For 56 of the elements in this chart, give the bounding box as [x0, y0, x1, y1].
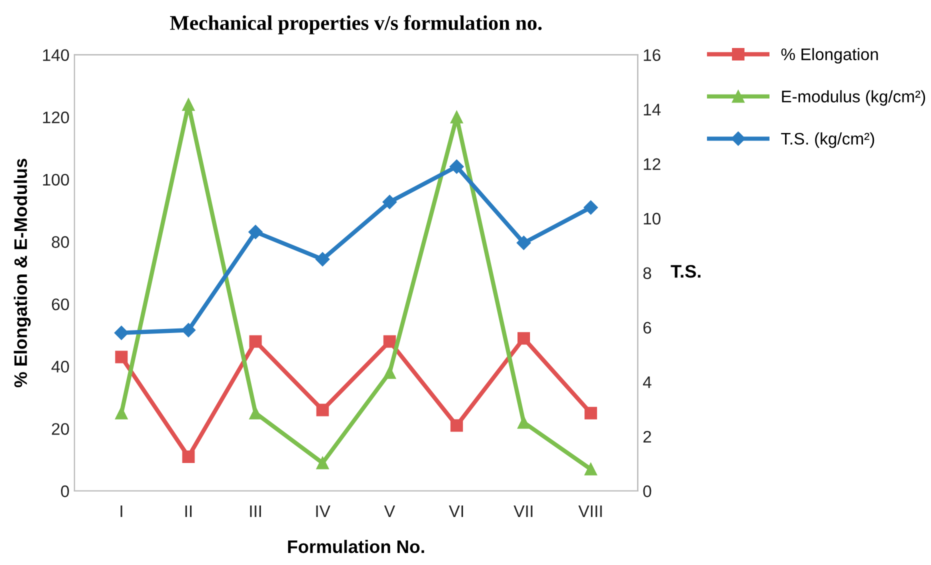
point — [115, 350, 128, 364]
y-tick-label: 120 — [43, 112, 69, 124]
legend-label: T.S. (kg/cm²) — [781, 132, 874, 148]
y2-tick-label: 16 — [644, 49, 660, 62]
point — [450, 110, 463, 124]
point — [181, 323, 196, 338]
point — [316, 252, 330, 266]
y-axis-title: % Elongation & E-Modulus — [14, 158, 31, 388]
point — [584, 406, 598, 420]
x-tick-label: IV — [316, 505, 330, 517]
x-tick-label: III — [250, 505, 261, 517]
y-tick-label: 80 — [52, 236, 69, 248]
point — [316, 456, 329, 470]
point — [450, 160, 464, 174]
point — [114, 326, 128, 340]
x-axis-title: Formulation No. — [288, 540, 424, 554]
y2-tick-label: 2 — [643, 430, 652, 442]
y-tick-label: 0 — [61, 485, 69, 498]
y2-tick-label: 10 — [644, 212, 660, 225]
y-tick-label: 20 — [52, 423, 69, 435]
y-tick-label: 40 — [51, 360, 69, 373]
point — [516, 236, 531, 250]
point — [584, 462, 598, 476]
point — [115, 406, 128, 420]
point — [584, 200, 598, 215]
legend-label: % Elongation — [781, 48, 878, 64]
x-tick-label: VI — [448, 505, 464, 517]
y2-tick-label: 4 — [642, 376, 652, 388]
y2-tick-label: 12 — [644, 158, 660, 170]
point — [182, 98, 195, 111]
legend-label: E-modulus (kg/cm²) — [782, 90, 926, 106]
y2-axis-title: T.S. — [670, 264, 700, 278]
point — [517, 416, 530, 429]
chart-title: Mechanical properties v/s formulation no. — [170, 15, 542, 34]
y2-tick-label: 0 — [643, 485, 652, 498]
point — [249, 335, 262, 348]
point — [450, 419, 463, 432]
point — [517, 332, 530, 345]
point — [383, 335, 396, 348]
y-tick-label: 100 — [43, 174, 69, 186]
point — [383, 366, 396, 379]
point — [382, 194, 397, 210]
y-tick-label: 60 — [52, 298, 69, 310]
point — [248, 224, 263, 240]
y2-tick-label: 14 — [644, 104, 661, 116]
point — [316, 404, 329, 416]
x-tick-label: II — [185, 505, 192, 517]
x-tick-label: VIII — [578, 505, 602, 517]
point — [249, 406, 262, 420]
y-tick-label: 140 — [43, 49, 69, 62]
point — [182, 450, 195, 463]
y2-tick-label: 8 — [643, 267, 652, 280]
x-tick-label: VII — [514, 505, 532, 517]
x-tick-label: I — [120, 505, 122, 517]
x-tick-label: V — [384, 505, 396, 517]
y2-tick-label: 6 — [643, 322, 652, 334]
